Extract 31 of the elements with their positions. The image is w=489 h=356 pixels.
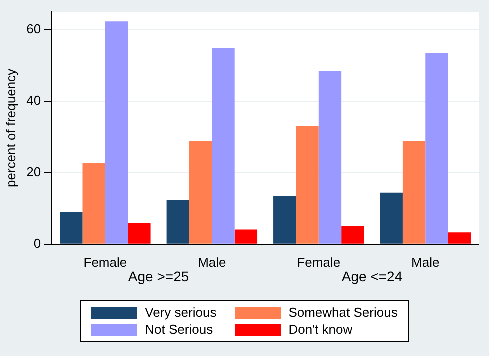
text: Age <=24: [342, 268, 403, 284]
legend-label: Not Serious: [145, 322, 214, 337]
legend-label: Don't know: [288, 322, 353, 337]
bar: [212, 48, 235, 244]
x-tick-label: Male: [412, 254, 440, 270]
bar: [60, 212, 83, 244]
x-tick-label: Female: [297, 254, 341, 270]
bar: [128, 222, 151, 244]
bar: [296, 126, 319, 244]
bar: [166, 200, 190, 244]
bar: [234, 230, 258, 244]
y-axis-title: percent of frequency: [3, 68, 18, 188]
y-tick-label: 40: [26, 92, 42, 108]
x-tick-label: Female: [84, 254, 128, 270]
legend-label: Somewhat Serious: [288, 305, 398, 320]
bar: [82, 163, 106, 244]
y-tick-label: 60: [26, 21, 42, 36]
text: Age >=25: [128, 268, 190, 284]
bar: [318, 70, 342, 244]
y-tick-label: 20: [26, 164, 42, 180]
bar: [402, 141, 426, 244]
bar: [380, 192, 403, 244]
bar: [448, 232, 471, 244]
bar: [274, 196, 296, 244]
x-tick-label: Male: [198, 254, 226, 270]
legend-label: Very serious: [145, 305, 217, 320]
bar: [426, 53, 448, 244]
bar: [189, 141, 212, 244]
y-tick-label: 0: [34, 236, 42, 251]
bar: [342, 226, 364, 244]
bar: [105, 22, 128, 244]
